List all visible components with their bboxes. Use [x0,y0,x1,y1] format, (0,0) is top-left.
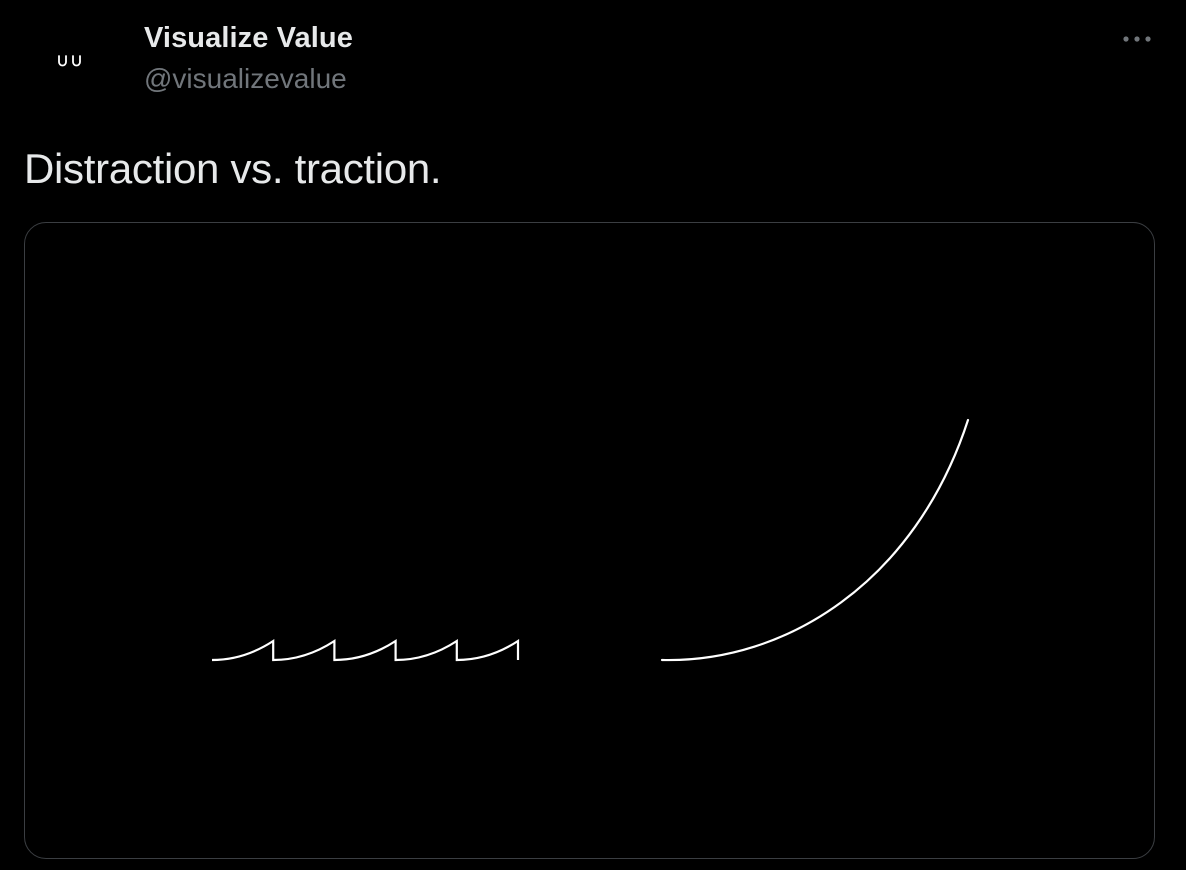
more-horizontal-icon [1123,36,1151,42]
avatar[interactable] [24,14,118,108]
illustration [211,418,970,662]
author-name[interactable]: Visualize Value [144,22,353,54]
visualize-value-logo-icon [58,55,81,67]
traction-curve [660,418,970,662]
tweet-text: Distraction vs. traction. [24,145,442,192]
author-handle[interactable]: @visualizevalue [144,63,347,94]
more-button[interactable] [1116,26,1158,52]
distraction-curve [211,638,520,662]
media-image[interactable] [24,222,1155,859]
